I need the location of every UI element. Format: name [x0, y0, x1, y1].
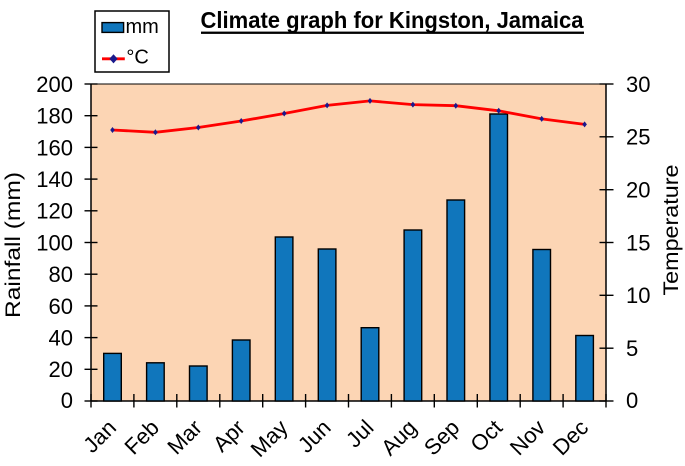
svg-text:200: 200 — [36, 72, 73, 97]
svg-text:°C: °C — [126, 47, 148, 69]
svg-text:Dec: Dec — [548, 415, 593, 460]
svg-text:Rainfall (mm): Rainfall (mm) — [2, 172, 25, 318]
svg-text:Feb: Feb — [119, 415, 163, 459]
svg-text:5: 5 — [626, 336, 638, 361]
svg-text:25: 25 — [626, 125, 650, 150]
svg-text:Temperature: Temperature — [660, 165, 683, 296]
svg-text:Climate graph for Kingston, Ja: Climate graph for Kingston, Jamaica — [201, 7, 584, 33]
svg-text:60: 60 — [49, 294, 73, 319]
svg-text:Jan: Jan — [78, 415, 121, 458]
svg-text:0: 0 — [626, 388, 638, 413]
svg-text:120: 120 — [36, 199, 73, 224]
svg-text:mm: mm — [126, 16, 159, 38]
svg-text:Apr: Apr — [208, 415, 250, 457]
svg-text:10: 10 — [626, 283, 650, 308]
svg-text:0: 0 — [61, 388, 73, 413]
svg-text:40: 40 — [49, 326, 73, 351]
svg-text:Oct: Oct — [465, 415, 507, 457]
svg-text:20: 20 — [49, 357, 73, 382]
svg-text:100: 100 — [36, 230, 73, 255]
svg-text:30: 30 — [626, 72, 650, 97]
svg-text:May: May — [246, 415, 293, 462]
svg-text:160: 160 — [36, 135, 73, 160]
svg-text:140: 140 — [36, 167, 73, 192]
svg-text:180: 180 — [36, 104, 73, 129]
svg-text:Mar: Mar — [162, 415, 206, 459]
svg-text:Nov: Nov — [505, 415, 550, 460]
svg-text:Jun: Jun — [293, 415, 336, 458]
svg-text:Aug: Aug — [376, 415, 421, 460]
svg-text:Jul: Jul — [341, 415, 379, 453]
svg-text:80: 80 — [49, 262, 73, 287]
svg-text:Sep: Sep — [419, 415, 464, 460]
svg-text:15: 15 — [626, 230, 650, 255]
svg-text:20: 20 — [626, 178, 650, 203]
